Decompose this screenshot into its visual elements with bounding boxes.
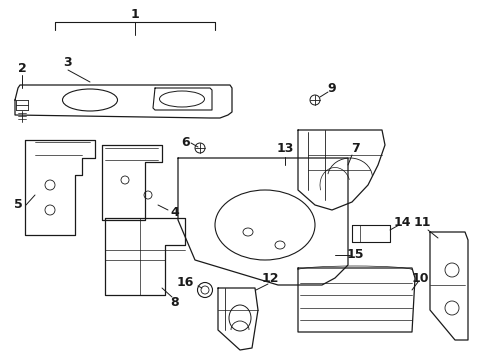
Text: 12: 12 — [261, 271, 278, 284]
Text: 9: 9 — [327, 81, 336, 94]
Text: 4: 4 — [170, 206, 179, 219]
Text: 11: 11 — [412, 216, 430, 229]
Text: 13: 13 — [276, 141, 293, 154]
Text: 3: 3 — [63, 55, 72, 68]
Text: 7: 7 — [350, 141, 359, 154]
Text: 14: 14 — [392, 216, 410, 229]
Text: 10: 10 — [410, 271, 428, 284]
Text: 15: 15 — [346, 248, 363, 261]
Text: 1: 1 — [130, 8, 139, 21]
Text: 6: 6 — [182, 136, 190, 149]
Text: 2: 2 — [18, 62, 26, 75]
Text: 16: 16 — [176, 276, 193, 289]
Text: 5: 5 — [14, 198, 22, 211]
Text: 8: 8 — [170, 296, 179, 309]
